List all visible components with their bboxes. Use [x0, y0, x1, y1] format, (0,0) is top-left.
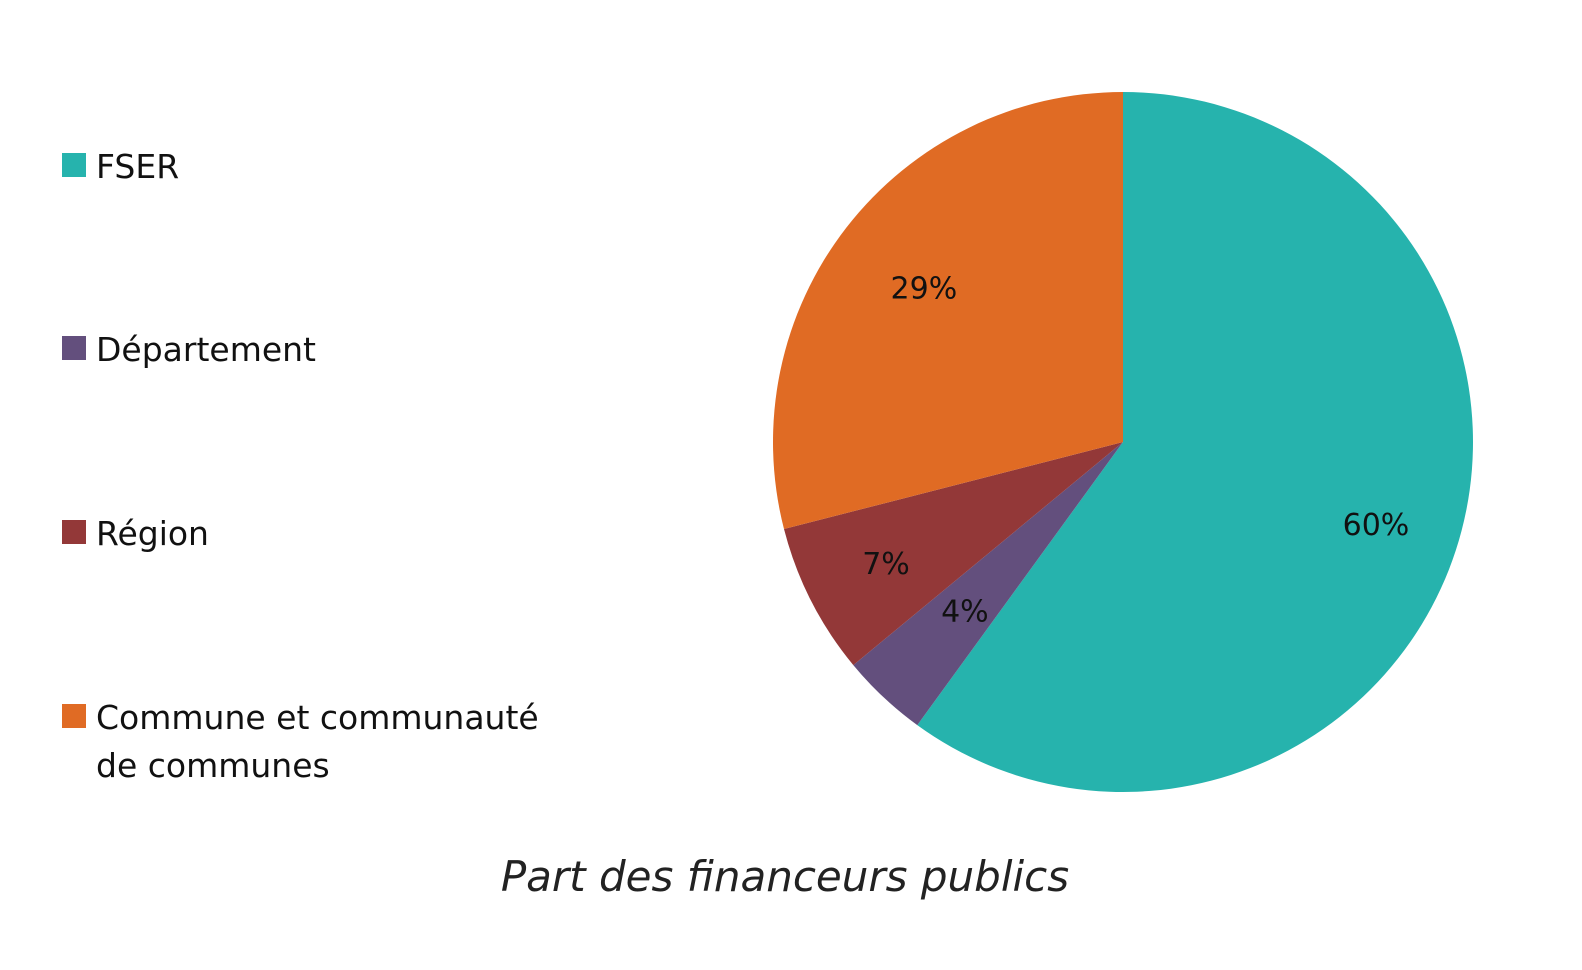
legend-label: Département: [96, 330, 316, 369]
legend-item-fser: FSER: [62, 143, 179, 191]
legend-item-departement: Département: [62, 326, 316, 374]
pie-data-label: 4%: [941, 594, 989, 629]
pie-slice-fser: [917, 92, 1474, 793]
legend-swatch-departement: [62, 336, 86, 360]
legend-item-commune: Commune et communauté de communes: [62, 694, 539, 790]
legend-label-line2: de communes: [96, 746, 330, 785]
legend-swatch-region: [62, 520, 86, 544]
pie-data-label: 60%: [1343, 508, 1410, 543]
pie-slice-commune: [773, 92, 1123, 530]
legend-label-line1: Commune et communauté: [96, 698, 539, 737]
legend-item-region: Région: [62, 510, 209, 558]
pie-slice-region: [783, 442, 1123, 666]
pie-data-label: 29%: [891, 272, 958, 307]
legend-swatch-fser: [62, 153, 86, 177]
legend-label: Région: [96, 514, 209, 553]
legend-label: Commune et communauté de communes: [96, 694, 539, 790]
legend-label: FSER: [96, 147, 180, 186]
pie-data-label: 7%: [862, 547, 910, 582]
pie-slice-departement: [853, 442, 1123, 726]
chart-caption: Part des financeurs publics: [500, 852, 1070, 901]
legend-swatch-commune: [62, 704, 86, 728]
